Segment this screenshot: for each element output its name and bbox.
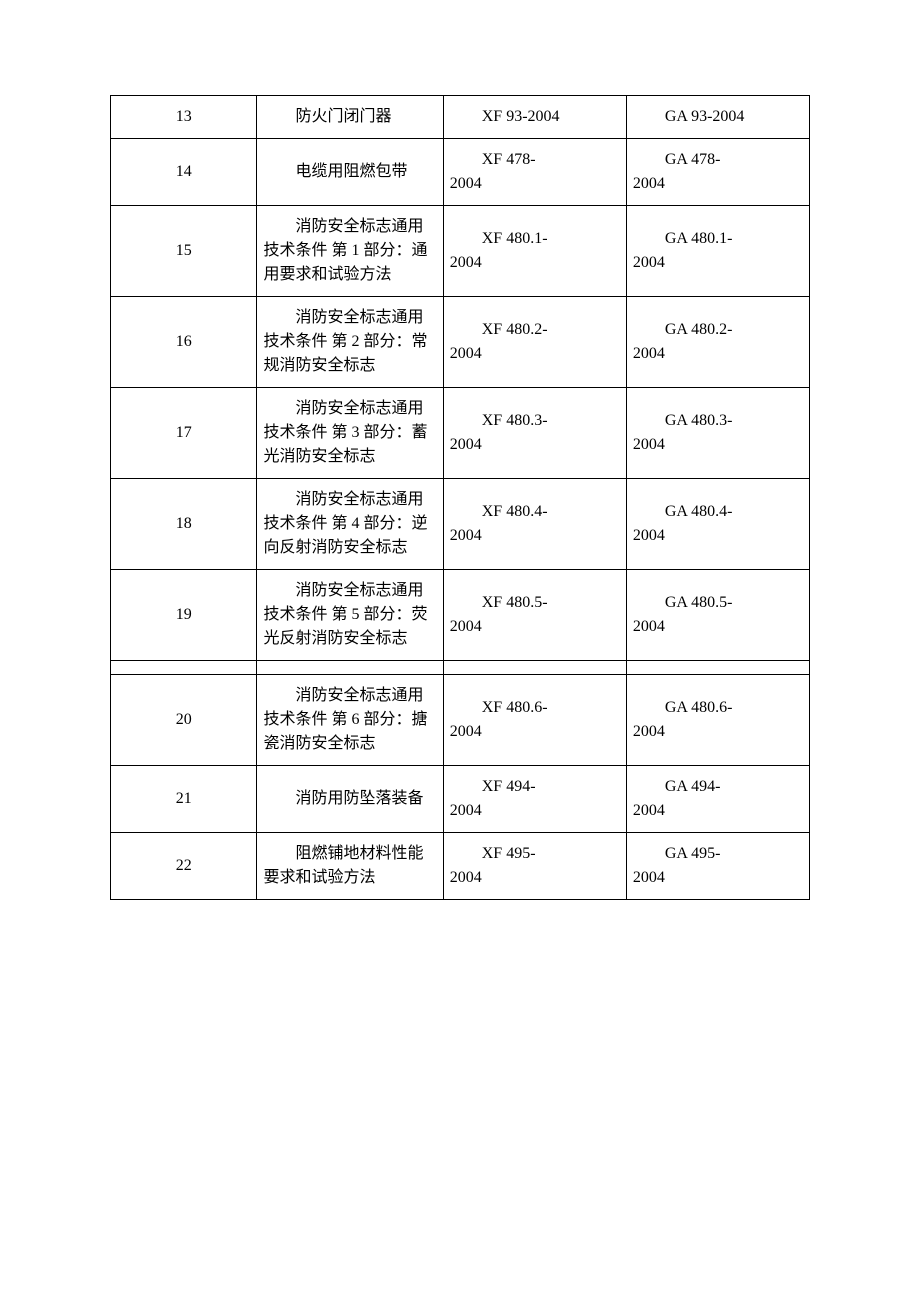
cell-name: 消防安全标志通用技术条件 第 5 部分：荧光反射消防安全标志 xyxy=(257,570,443,661)
cell-code: XF 480.6- 2004 xyxy=(443,675,626,766)
standards-table: 13 防火门闭门器 XF 93-2004 GA 93-2004 14 电缆用阻燃… xyxy=(110,95,810,900)
replace-text: GA 93-2004 xyxy=(633,105,803,129)
cell-code: XF 480.1- 2004 xyxy=(443,206,626,297)
cell-index: 21 xyxy=(111,766,257,833)
cell-name: 消防用防坠落装备 xyxy=(257,766,443,833)
cell-replace: GA 480.2- 2004 xyxy=(626,297,809,388)
code-line1: XF 480.6- xyxy=(450,696,620,720)
code-line2: 2004 xyxy=(450,524,620,548)
table-row: 22 阻燃铺地材料性能要求和试验方法 XF 495- 2004 GA 495- … xyxy=(111,833,810,900)
replace-line1: GA 480.3- xyxy=(633,409,803,433)
replace-line2: 2004 xyxy=(633,799,803,823)
cell-name: 消防安全标志通用技术条件 第 4 部分：逆向反射消防安全标志 xyxy=(257,479,443,570)
code-line1: XF 480.3- xyxy=(450,409,620,433)
cell-index: 14 xyxy=(111,139,257,206)
table-row: 18 消防安全标志通用技术条件 第 4 部分：逆向反射消防安全标志 XF 480… xyxy=(111,479,810,570)
code-line1: XF 478- xyxy=(450,148,620,172)
cell-index: 18 xyxy=(111,479,257,570)
replace-line1: GA 494- xyxy=(633,775,803,799)
code-line2: 2004 xyxy=(450,342,620,366)
table-row: 14 电缆用阻燃包带 XF 478- 2004 GA 478- 2004 xyxy=(111,139,810,206)
replace-line1: GA 480.1- xyxy=(633,227,803,251)
cell-code: XF 494- 2004 xyxy=(443,766,626,833)
code-line1: XF 480.2- xyxy=(450,318,620,342)
table-body: 13 防火门闭门器 XF 93-2004 GA 93-2004 14 电缆用阻燃… xyxy=(111,96,810,900)
code-line2: 2004 xyxy=(450,251,620,275)
replace-line2: 2004 xyxy=(633,615,803,639)
cell-index: 20 xyxy=(111,675,257,766)
replace-line1: GA 478- xyxy=(633,148,803,172)
table-row: 20 消防安全标志通用技术条件 第 6 部分：搪瓷消防安全标志 XF 480.6… xyxy=(111,675,810,766)
code-line1: XF 480.5- xyxy=(450,591,620,615)
replace-line2: 2004 xyxy=(633,251,803,275)
code-line1: XF 494- xyxy=(450,775,620,799)
cell-index: 16 xyxy=(111,297,257,388)
cell-index: 15 xyxy=(111,206,257,297)
code-line2: 2004 xyxy=(450,720,620,744)
replace-line1: GA 495- xyxy=(633,842,803,866)
spacer-cell xyxy=(626,661,809,675)
code-line2: 2004 xyxy=(450,799,620,823)
code-line1: XF 495- xyxy=(450,842,620,866)
replace-line2: 2004 xyxy=(633,720,803,744)
cell-replace: GA 495- 2004 xyxy=(626,833,809,900)
cell-replace: GA 480.1- 2004 xyxy=(626,206,809,297)
cell-code: XF 480.5- 2004 xyxy=(443,570,626,661)
spacer-cell xyxy=(257,661,443,675)
code-line1: XF 480.4- xyxy=(450,500,620,524)
code-line2: 2004 xyxy=(450,615,620,639)
code-line2: 2004 xyxy=(450,172,620,196)
table-row: 17 消防安全标志通用技术条件 第 3 部分：蓄光消防安全标志 XF 480.3… xyxy=(111,388,810,479)
code-line2: 2004 xyxy=(450,866,620,890)
cell-name: 消防安全标志通用技术条件 第 2 部分：常规消防安全标志 xyxy=(257,297,443,388)
replace-line2: 2004 xyxy=(633,342,803,366)
cell-code: XF 480.3- 2004 xyxy=(443,388,626,479)
table-row: 15 消防安全标志通用技术条件 第 1 部分：通用要求和试验方法 XF 480.… xyxy=(111,206,810,297)
cell-code: XF 480.2- 2004 xyxy=(443,297,626,388)
cell-name: 防火门闭门器 xyxy=(257,96,443,139)
cell-index: 22 xyxy=(111,833,257,900)
cell-name: 电缆用阻燃包带 xyxy=(257,139,443,206)
cell-name: 阻燃铺地材料性能要求和试验方法 xyxy=(257,833,443,900)
cell-replace: GA 480.6- 2004 xyxy=(626,675,809,766)
cell-replace: GA 480.4- 2004 xyxy=(626,479,809,570)
table-row: 19 消防安全标志通用技术条件 第 5 部分：荧光反射消防安全标志 XF 480… xyxy=(111,570,810,661)
code-line1: XF 480.1- xyxy=(450,227,620,251)
cell-index: 17 xyxy=(111,388,257,479)
cell-code: XF 93-2004 xyxy=(443,96,626,139)
replace-line1: GA 480.2- xyxy=(633,318,803,342)
table-row: 21 消防用防坠落装备 XF 494- 2004 GA 494- 2004 xyxy=(111,766,810,833)
cell-name: 消防安全标志通用技术条件 第 3 部分：蓄光消防安全标志 xyxy=(257,388,443,479)
replace-line2: 2004 xyxy=(633,172,803,196)
code-text: XF 93-2004 xyxy=(450,105,620,129)
cell-replace: GA 480.5- 2004 xyxy=(626,570,809,661)
cell-code: XF 480.4- 2004 xyxy=(443,479,626,570)
cell-replace: GA 478- 2004 xyxy=(626,139,809,206)
replace-line1: GA 480.6- xyxy=(633,696,803,720)
cell-index: 13 xyxy=(111,96,257,139)
cell-code: XF 478- 2004 xyxy=(443,139,626,206)
code-line2: 2004 xyxy=(450,433,620,457)
cell-replace: GA 93-2004 xyxy=(626,96,809,139)
spacer-row xyxy=(111,661,810,675)
replace-line2: 2004 xyxy=(633,433,803,457)
replace-line2: 2004 xyxy=(633,524,803,548)
cell-code: XF 495- 2004 xyxy=(443,833,626,900)
replace-line2: 2004 xyxy=(633,866,803,890)
cell-index: 19 xyxy=(111,570,257,661)
cell-replace: GA 494- 2004 xyxy=(626,766,809,833)
cell-name: 消防安全标志通用技术条件 第 1 部分：通用要求和试验方法 xyxy=(257,206,443,297)
table-row: 13 防火门闭门器 XF 93-2004 GA 93-2004 xyxy=(111,96,810,139)
spacer-cell xyxy=(443,661,626,675)
replace-line1: GA 480.5- xyxy=(633,591,803,615)
spacer-cell xyxy=(111,661,257,675)
table-row: 16 消防安全标志通用技术条件 第 2 部分：常规消防安全标志 XF 480.2… xyxy=(111,297,810,388)
replace-line1: GA 480.4- xyxy=(633,500,803,524)
cell-replace: GA 480.3- 2004 xyxy=(626,388,809,479)
cell-name: 消防安全标志通用技术条件 第 6 部分：搪瓷消防安全标志 xyxy=(257,675,443,766)
